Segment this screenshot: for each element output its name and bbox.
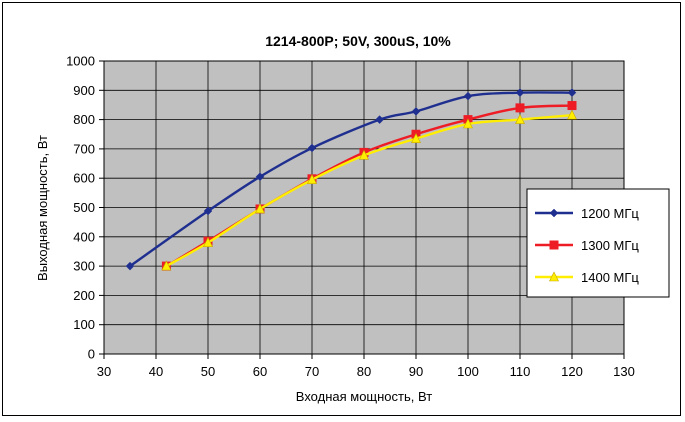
axes: 30 40 50 60 70 80 90 100 110 120 130 0 100 200 300 400 5… (66, 54, 635, 380)
y-tick-label: 100 (73, 317, 95, 332)
y-tick-label: 400 (73, 229, 95, 244)
data-point-triangle (411, 132, 421, 143)
x-tick-label: 80 (357, 364, 371, 379)
data-point-triangle (307, 173, 317, 184)
x-tick-label: 40 (149, 364, 163, 379)
data-point-square (515, 103, 525, 113)
x-tick-label: 90 (409, 364, 423, 379)
data-point-triangle (567, 109, 577, 120)
x-tick-label: 130 (613, 364, 635, 379)
y-tick-label: 200 (73, 288, 95, 303)
x-tick-label: 120 (561, 364, 583, 379)
data-point-diamond (567, 88, 577, 97)
legend-item: 1300 МГц (535, 238, 639, 253)
legend: 1200 МГц 1300 МГц 1400 МГц (526, 188, 670, 298)
legend-label: 1200 МГц (581, 206, 639, 221)
x-tick-label: 50 (201, 364, 215, 379)
data-point-square (567, 101, 577, 111)
y-tick-label: 800 (73, 112, 95, 127)
legend-label: 1400 МГц (581, 270, 639, 285)
x-tick-label: 100 (457, 364, 479, 379)
y-tick-label: 500 (73, 200, 95, 215)
data-point-diamond (463, 91, 473, 101)
y-tick-label: 700 (73, 141, 95, 156)
data-point-diamond (411, 107, 421, 116)
data-point-triangle (161, 260, 172, 271)
data-point-triangle (359, 149, 369, 160)
x-tick-label: 110 (510, 364, 531, 379)
legend-item: 1200 МГц (535, 206, 639, 221)
x-tick-label: 60 (253, 364, 267, 379)
series (125, 88, 577, 271)
data-point-diamond (125, 261, 135, 271)
data-point-triangle (203, 236, 213, 247)
data-point-diamond (515, 88, 525, 97)
series-1 (125, 88, 577, 271)
chart-frame: 1214-800P; 50V, 300uS, 10% 30 40 50 60 70 80 9… (2, 2, 681, 416)
x-tick-label: 30 (97, 364, 111, 379)
data-point-triangle (463, 118, 473, 129)
y-axis-label: Выходная мощность, Вт (35, 135, 50, 281)
data-point-square (549, 240, 559, 250)
legend-item: 1400 МГц (535, 270, 639, 285)
data-point-diamond (255, 172, 265, 182)
series-3 (161, 109, 577, 271)
y-tick-label: 900 (73, 83, 95, 98)
data-point-diamond (549, 208, 559, 218)
chart-title: 1214-800P; 50V, 300uS, 10% (265, 33, 451, 49)
y-tick-label: 0 (88, 347, 95, 362)
x-axis-label: Входная мощность, Вт (296, 389, 432, 404)
x-tick-label: 70 (305, 364, 319, 379)
data-point-diamond (307, 143, 317, 153)
chart: 1214-800P; 50V, 300uS, 10% 30 40 50 60 70 80 9… (35, 33, 670, 404)
data-point-triangle (515, 113, 525, 124)
data-point-triangle (549, 271, 559, 282)
data-point-triangle (255, 203, 265, 214)
data-point-diamond (203, 206, 213, 216)
legend-label: 1300 МГц (581, 238, 639, 253)
y-tick-label: 600 (73, 171, 95, 186)
y-tick-label: 300 (73, 259, 95, 274)
y-tick-label: 1000 (66, 54, 95, 69)
data-point-diamond (375, 115, 384, 124)
